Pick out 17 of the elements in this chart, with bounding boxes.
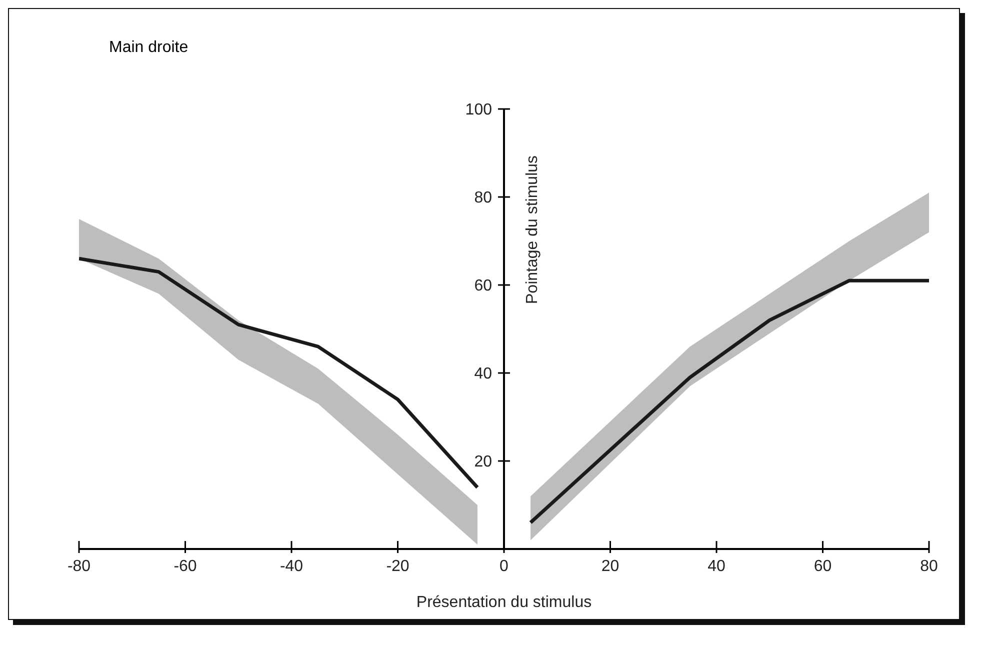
x-tick-label: 80 xyxy=(920,558,938,575)
x-tick-label: 60 xyxy=(814,558,832,575)
y-tick-label: 100 xyxy=(465,102,492,119)
x-tick-label: 40 xyxy=(708,558,726,575)
x-tick-label: 20 xyxy=(601,558,620,575)
y-tick-label: 60 xyxy=(474,278,492,295)
y-tick-label: 20 xyxy=(474,454,492,471)
x-tick-label: -60 xyxy=(174,558,197,575)
x-tick-label: -40 xyxy=(280,558,304,575)
x-tick-label: 0 xyxy=(500,558,509,575)
x-tick-label: -80 xyxy=(67,558,91,575)
y-tick-label: 80 xyxy=(474,190,492,207)
chart-title: Main droite xyxy=(109,39,188,57)
x-axis-title: Présentation du stimulus xyxy=(416,594,592,611)
y-axis-title: Pointage du stimulus xyxy=(524,155,542,304)
x-tick-label: -20 xyxy=(386,558,410,575)
y-tick-label: 40 xyxy=(474,366,492,383)
